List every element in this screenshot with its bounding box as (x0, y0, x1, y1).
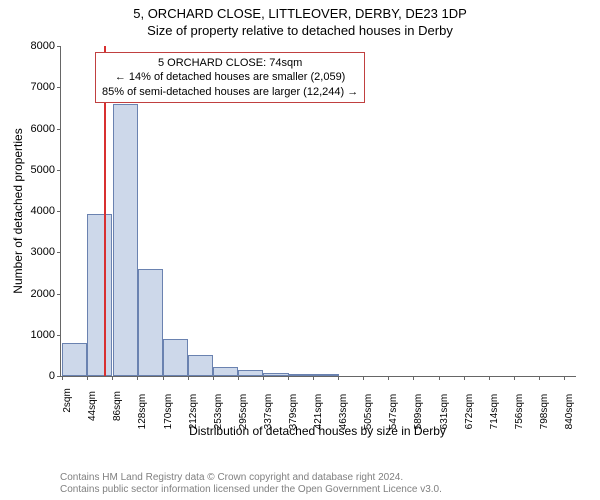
y-axis-label: Number of detached properties (11, 128, 25, 293)
chart-title-subtitle: Size of property relative to detached ho… (0, 23, 600, 40)
x-tick: 756sqm (510, 394, 525, 430)
y-tick: 6000 (31, 123, 61, 135)
annotation-line: 5 ORCHARD CLOSE: 74sqm (102, 56, 358, 70)
histogram-bar (314, 374, 339, 376)
x-axis-label: Distribution of detached houses by size … (189, 424, 446, 438)
chart-title-address: 5, ORCHARD CLOSE, LITTLEOVER, DERBY, DE2… (0, 6, 600, 23)
y-tick: 7000 (31, 81, 61, 93)
x-tick: 840sqm (560, 394, 575, 430)
property-size-chart: 5, ORCHARD CLOSE, LITTLEOVER, DERBY, DE2… (0, 0, 600, 500)
plot-area: 0100020003000400050006000700080002sqm44s… (60, 46, 576, 377)
y-tick: 4000 (31, 205, 61, 217)
x-tick: 714sqm (485, 394, 500, 430)
x-tick: 44sqm (83, 391, 98, 421)
annotation-line: ← 14% of detached houses are smaller (2,… (102, 70, 358, 84)
histogram-bar (113, 104, 138, 376)
histogram-bar (163, 339, 188, 376)
histogram-bar (213, 367, 238, 376)
histogram-bar (87, 214, 112, 376)
annotation-box: 5 ORCHARD CLOSE: 74sqm← 14% of detached … (95, 52, 365, 103)
y-tick: 3000 (31, 246, 61, 258)
footer-line-2: Contains public sector information licen… (60, 484, 442, 496)
x-tick: 86sqm (108, 391, 123, 421)
y-tick: 2000 (31, 288, 61, 300)
histogram-bar (188, 355, 213, 376)
y-tick: 1000 (31, 329, 61, 341)
x-tick: 798sqm (535, 394, 550, 430)
chart-titles: 5, ORCHARD CLOSE, LITTLEOVER, DERBY, DE2… (0, 0, 600, 40)
histogram-bar (263, 373, 288, 376)
x-tick: 170sqm (159, 394, 174, 430)
x-tick: 672sqm (460, 394, 475, 430)
y-tick: 0 (49, 370, 61, 382)
histogram-bar (62, 343, 87, 376)
annotation-line: 85% of semi-detached houses are larger (… (102, 85, 358, 99)
histogram-bar (238, 370, 263, 376)
copyright-footer: Contains HM Land Registry data © Crown c… (60, 472, 442, 496)
y-tick: 5000 (31, 164, 61, 176)
histogram-bar (289, 374, 314, 376)
histogram-bar (138, 269, 163, 376)
y-tick: 8000 (31, 40, 61, 52)
x-tick: 2sqm (58, 388, 73, 412)
footer-line-1: Contains HM Land Registry data © Crown c… (60, 472, 442, 484)
x-tick: 128sqm (133, 394, 148, 430)
